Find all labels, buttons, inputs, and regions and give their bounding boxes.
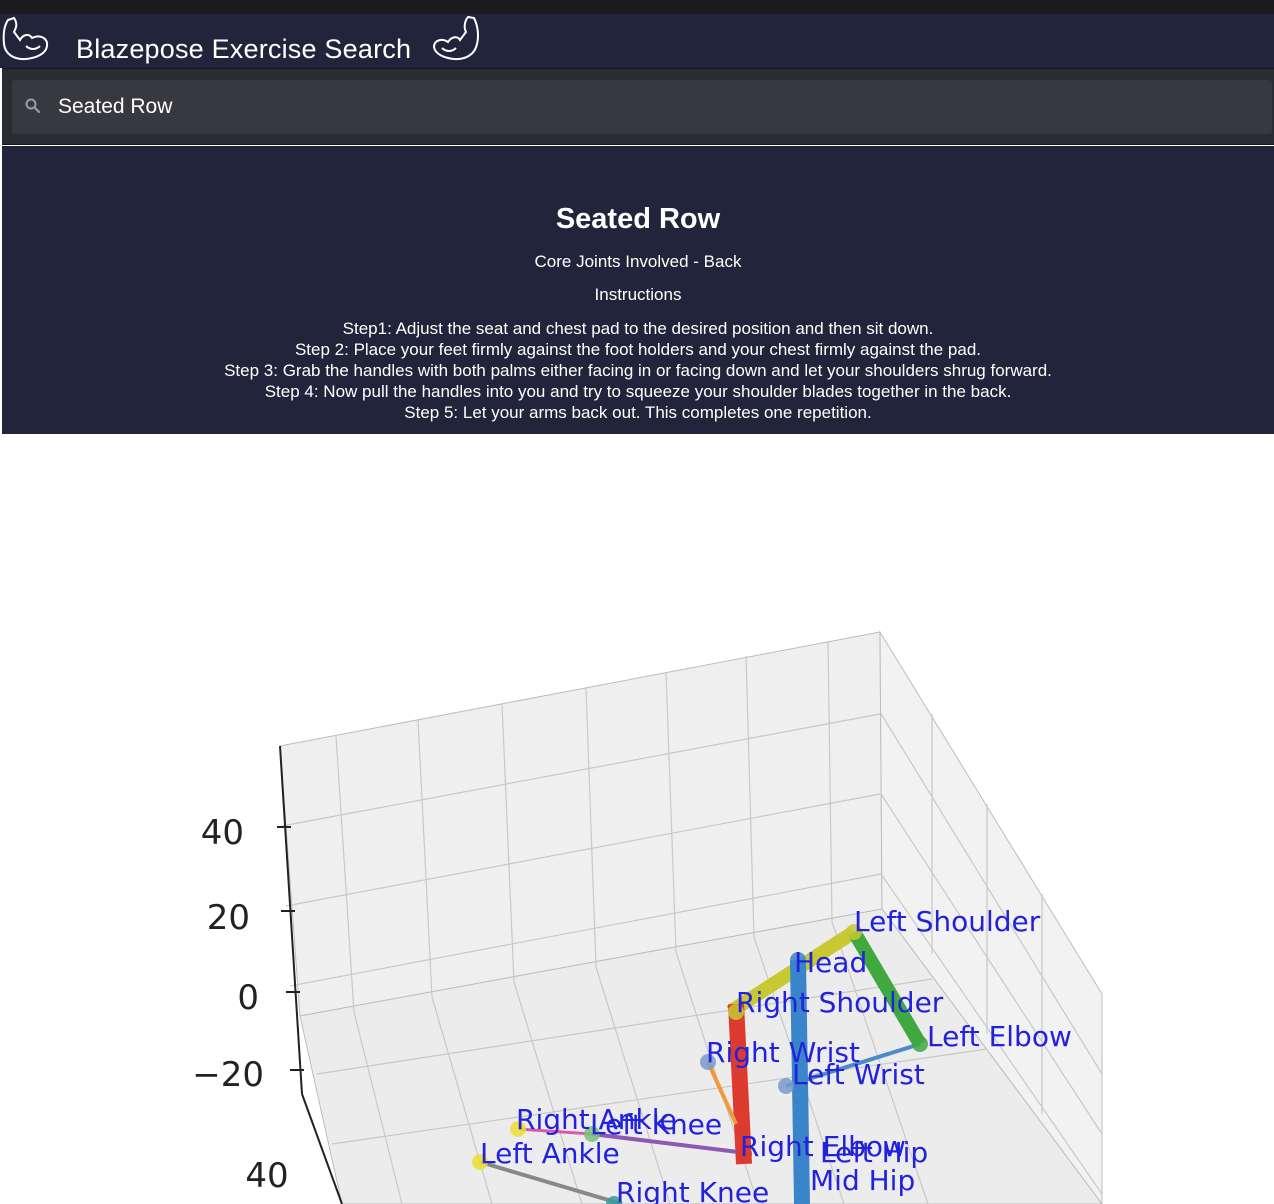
y-tick-label: 40	[245, 1156, 288, 1196]
joint-label: Left Knee	[590, 1108, 722, 1141]
joint-label: Left Hip	[820, 1136, 928, 1169]
axis-ticks: 40 20 0 −20 40	[192, 813, 304, 1196]
grid-line	[513, 981, 583, 1204]
joint-label: Right Elbow	[740, 1130, 906, 1163]
skeleton-bone	[847, 928, 927, 1048]
search-field[interactable]	[12, 80, 1272, 134]
joint-marker	[510, 1121, 526, 1137]
grid-line	[331, 1048, 988, 1145]
joint-label: Left Wrist	[792, 1058, 925, 1091]
pose-skeleton	[472, 924, 928, 1204]
skeleton-bone	[517, 1127, 593, 1136]
instruction-step: Step 5: Let your arms back out. This com…	[404, 403, 872, 422]
joint-label: Left Elbow	[927, 1020, 1072, 1053]
instructions-heading: Instructions	[594, 285, 682, 304]
z-tick-label: 0	[237, 978, 259, 1018]
joint-label: Head	[794, 946, 867, 979]
joint-marker	[700, 1054, 716, 1070]
plot-side-pane	[879, 630, 1103, 1204]
joint-marker	[736, 1146, 752, 1162]
plot-floor-pane	[299, 908, 1103, 1204]
app-title: Blazepose Exercise Search	[76, 34, 412, 64]
instruction-steps: Step1: Adjust the seat and chest pad to …	[2, 318, 1274, 423]
grid-line	[501, 703, 515, 983]
z-tick-label: 20	[207, 898, 250, 938]
joint-marker	[728, 1004, 744, 1020]
joint-marker	[778, 1078, 794, 1094]
skeleton-bone	[785, 1042, 921, 1088]
joint-marker	[846, 924, 862, 940]
joint-marker	[912, 1036, 928, 1052]
grid-line	[665, 671, 677, 953]
joint-marker	[472, 1154, 488, 1170]
skeleton-bone	[706, 1061, 738, 1125]
exercise-title: Seated Row	[555, 203, 721, 235]
grid-line	[880, 793, 1103, 1135]
search-bar	[2, 68, 1274, 145]
skeleton-bone	[479, 1160, 623, 1204]
grid-line	[880, 873, 1103, 1195]
z-tick-label: −20	[192, 1055, 264, 1095]
y-axis-line	[301, 1093, 343, 1204]
grid-line	[316, 978, 933, 1075]
joint-label: Right Wrist	[706, 1036, 860, 1069]
skeleton-bone	[790, 959, 810, 1204]
window-top-strip	[0, 0, 1274, 14]
grid-line	[879, 711, 1103, 1075]
grid-line	[831, 921, 929, 1204]
flexed-arm-icon	[432, 15, 479, 61]
joint-marker	[606, 1196, 622, 1204]
joint-label: Right Knee	[616, 1176, 769, 1204]
search-icon	[25, 98, 41, 114]
grid-line	[289, 873, 882, 987]
search-input[interactable]	[58, 80, 1248, 134]
instruction-step: Step 3: Grab the handles with both palms…	[224, 361, 1052, 380]
instruction-step: Step 4: Now pull the handles into you an…	[264, 382, 1012, 401]
grid-line	[285, 793, 881, 907]
instruction-step: Step 2: Place your feet firmly against t…	[294, 340, 982, 359]
skeleton-bone	[728, 1003, 752, 1165]
z-axis-line	[279, 745, 303, 1095]
app-header: Blazepose Exercise Search	[0, 14, 1274, 68]
joint-label: Mid Hip	[810, 1164, 915, 1197]
pose-3d-plot: 40 20 0 −20 40 Left Shoulder Head Right Should…	[2, 434, 1274, 1204]
joint-label: Left Ankle	[480, 1137, 620, 1170]
grid-line	[595, 966, 671, 1204]
grid-line	[353, 1011, 403, 1204]
joint-marker	[584, 1126, 600, 1142]
pose-3d-plot-svg: 40 20 0 −20 40 Left Shoulder Head Right Should…	[192, 630, 1103, 1204]
grid-line	[827, 640, 833, 923]
joint-label: Left Shoulder	[854, 905, 1041, 938]
joint-label: Right Shoulder	[736, 986, 944, 1019]
grid-line	[335, 735, 355, 1013]
z-tick-label: 40	[201, 813, 244, 853]
grid-line	[585, 687, 597, 968]
flexed-arm-icon	[2, 16, 49, 61]
skeleton-bone	[591, 1132, 739, 1154]
joint-label: Right Ankle	[516, 1103, 677, 1136]
instruction-step: Step1: Adjust the seat and chest pad to …	[342, 319, 934, 338]
grid-line	[417, 719, 433, 998]
grid-line	[281, 713, 881, 827]
joint-marker	[790, 952, 806, 968]
core-joints-text: Core Joints Involved - Back	[534, 252, 742, 271]
grid-line	[745, 655, 755, 938]
exercise-details: Seated Row Core Joints Involved - Back I…	[2, 146, 1274, 434]
